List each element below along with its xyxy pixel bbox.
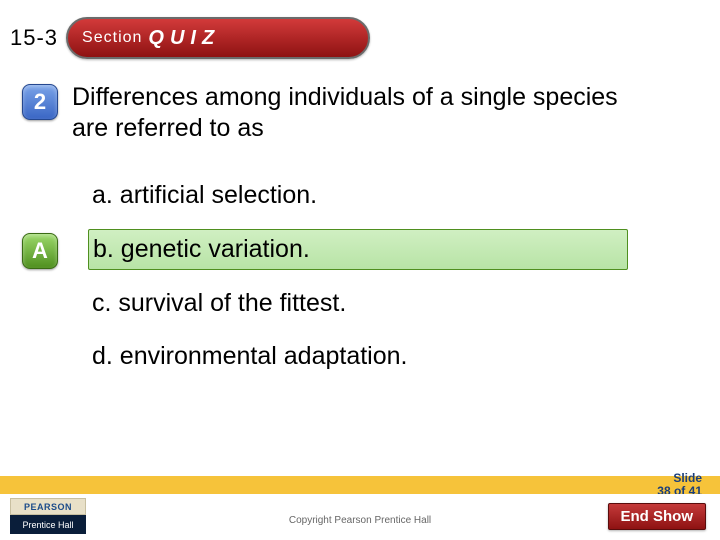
question-number-badge: 2 bbox=[22, 84, 58, 120]
answer-letter: A bbox=[32, 238, 48, 264]
option-c[interactable]: c. survival of the fittest. bbox=[88, 284, 660, 323]
option-b[interactable]: b. genetic variation. bbox=[88, 229, 628, 270]
option-a[interactable]: a. artificial selection. bbox=[88, 176, 660, 215]
logo-pearson: PEARSON bbox=[10, 498, 86, 515]
quiz-label: QUIZ bbox=[148, 27, 220, 50]
question-text: Differences among individuals of a singl… bbox=[72, 82, 660, 143]
end-show-button[interactable]: End Show bbox=[608, 503, 707, 530]
slide: 15-3 Section QUIZ 2 Differences among in… bbox=[0, 0, 720, 540]
copyright-text: Copyright Pearson Prentice Hall bbox=[289, 515, 431, 526]
section-number: 15-3 bbox=[10, 25, 58, 51]
options-list: a. artificial selection. b. genetic vari… bbox=[88, 176, 660, 390]
publisher-logo: PEARSON Prentice Hall bbox=[10, 498, 86, 536]
answer-letter-badge: A bbox=[22, 233, 58, 269]
question-number: 2 bbox=[34, 89, 46, 115]
bottom-bar: PEARSON Prentice Hall Copyright Pearson … bbox=[0, 494, 720, 540]
option-d[interactable]: d. environmental adaptation. bbox=[88, 337, 660, 376]
section-label: Section bbox=[82, 29, 142, 47]
logo-prentice-hall: Prentice Hall bbox=[10, 515, 86, 534]
footer-strip bbox=[0, 476, 720, 494]
slide-label: Slide bbox=[657, 472, 702, 485]
quiz-pill: Section QUIZ bbox=[66, 17, 370, 59]
quiz-header: 15-3 Section QUIZ bbox=[10, 16, 370, 60]
